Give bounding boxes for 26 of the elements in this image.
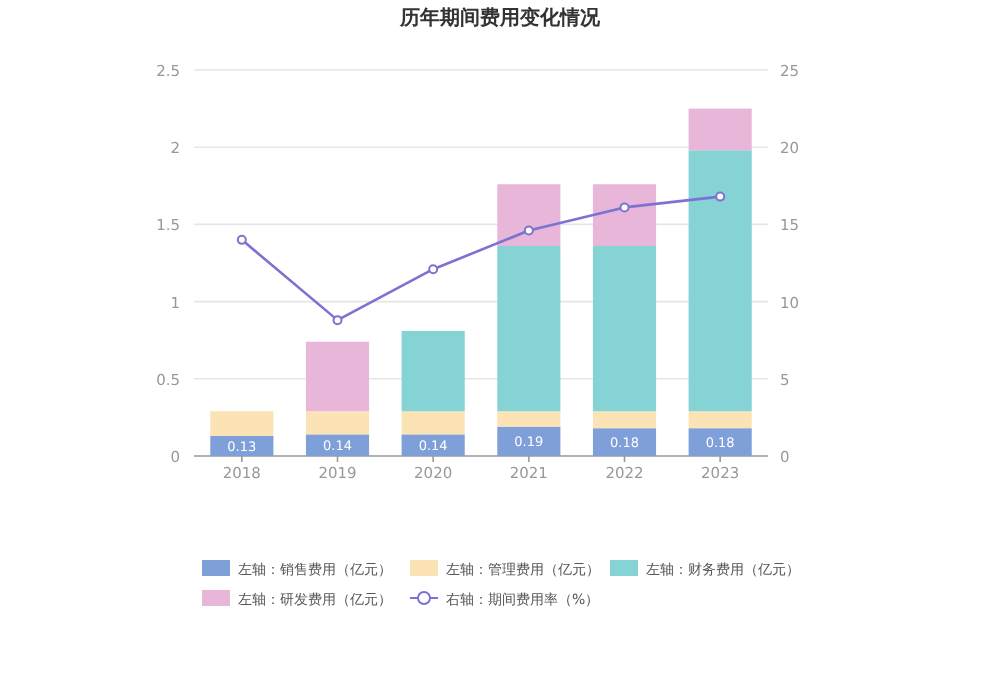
bar [592, 428, 657, 456]
bar [688, 108, 752, 151]
bar [592, 246, 657, 412]
bar [592, 184, 657, 247]
bar [210, 411, 274, 436]
bar [497, 411, 561, 427]
point [619, 202, 630, 213]
bar [497, 246, 561, 412]
bar [688, 411, 752, 429]
bar [497, 184, 561, 247]
point [236, 234, 247, 245]
bar [401, 330, 465, 412]
bar [305, 434, 370, 456]
bar [688, 428, 752, 456]
bar [688, 150, 752, 412]
bar [305, 411, 370, 435]
chart-title: 历年期间费用变化情况 [398, 6, 602, 30]
point [715, 191, 726, 202]
point [523, 225, 534, 236]
bar [305, 341, 370, 412]
bar [401, 434, 465, 456]
bar [592, 411, 657, 429]
point [332, 315, 343, 326]
point [428, 264, 439, 275]
bar [497, 426, 561, 456]
bar [401, 411, 465, 435]
